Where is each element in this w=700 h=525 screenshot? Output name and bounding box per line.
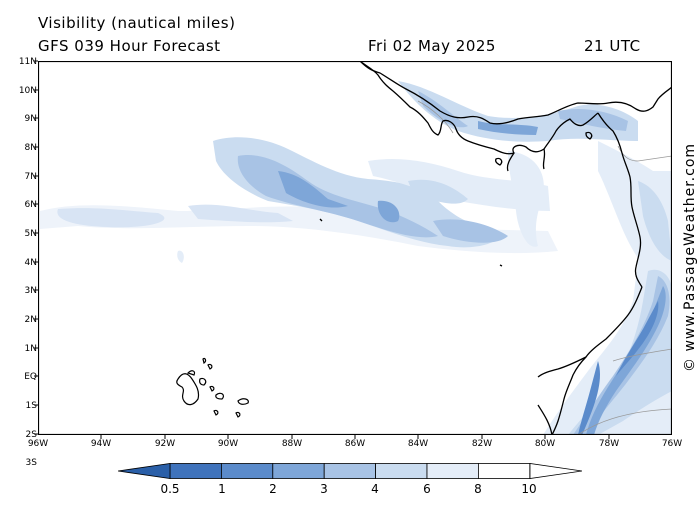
lat-label: 2S bbox=[25, 430, 37, 440]
colorbar-label: 6 bbox=[423, 482, 431, 496]
lat-label: 1N bbox=[24, 344, 37, 354]
colorbar-label: 1 bbox=[218, 482, 226, 496]
lat-label: 4N bbox=[24, 258, 37, 268]
lat-label: 7N bbox=[24, 172, 37, 182]
lat-label: 5N bbox=[24, 229, 37, 239]
lat-label: 10N bbox=[18, 86, 37, 96]
visibility-map bbox=[38, 61, 672, 435]
lat-label: 3S bbox=[25, 458, 37, 468]
lon-label: 88W bbox=[281, 439, 303, 449]
lat-label: 11N bbox=[18, 57, 37, 67]
coastline bbox=[319, 61, 672, 435]
forecast-label: GFS 039 Hour Forecast bbox=[38, 37, 221, 55]
lon-label: 94W bbox=[90, 439, 112, 449]
galapagos-islands bbox=[176, 357, 249, 418]
colorbar-label: 3 bbox=[320, 482, 328, 496]
country-borders bbox=[417, 100, 672, 435]
colorbar-segment bbox=[323, 463, 376, 479]
colorbar bbox=[118, 463, 582, 479]
colorbar-segment bbox=[272, 463, 325, 479]
lon-label: 86W bbox=[344, 439, 366, 449]
lon-label: 78W bbox=[598, 439, 620, 449]
lat-label: 8N bbox=[24, 143, 37, 153]
lat-label: 2N bbox=[24, 315, 37, 325]
lon-label: 92W bbox=[154, 439, 176, 449]
lat-label: 3N bbox=[24, 286, 37, 296]
lat-label: 9N bbox=[24, 114, 37, 124]
visibility-shading bbox=[40, 81, 672, 435]
map-title: Visibility (nautical miles) bbox=[38, 14, 236, 32]
lon-label: 90W bbox=[217, 439, 239, 449]
colorbar-segment bbox=[426, 463, 479, 479]
colorbar-label: 2 bbox=[269, 482, 277, 496]
lon-label: 76W bbox=[661, 439, 683, 449]
colorbar-label: 4 bbox=[371, 482, 379, 496]
map-frame bbox=[38, 61, 672, 435]
forecast-time: 21 UTC bbox=[584, 37, 641, 55]
lon-label: 96W bbox=[27, 439, 49, 449]
credit-text: © www.PassageWeather.com bbox=[682, 142, 698, 372]
colorbar-segment bbox=[221, 463, 274, 479]
colorbar-label: 8 bbox=[474, 482, 482, 496]
axis-ticks bbox=[34, 60, 610, 439]
lon-label: 82W bbox=[471, 439, 493, 449]
colorbar-label: 10 bbox=[521, 482, 537, 496]
forecast-date: Fri 02 May 2025 bbox=[368, 37, 496, 55]
colorbar-label: 0.5 bbox=[160, 482, 180, 496]
lat-label: EQ bbox=[24, 372, 37, 382]
colorbar-segment bbox=[477, 463, 531, 479]
colorbar-segment bbox=[375, 463, 428, 479]
lon-label: 84W bbox=[407, 439, 429, 449]
lat-label: 1S bbox=[25, 401, 37, 411]
colorbar-segment bbox=[169, 463, 222, 479]
lon-label: 80W bbox=[534, 439, 556, 449]
lat-label: 6N bbox=[24, 200, 37, 210]
